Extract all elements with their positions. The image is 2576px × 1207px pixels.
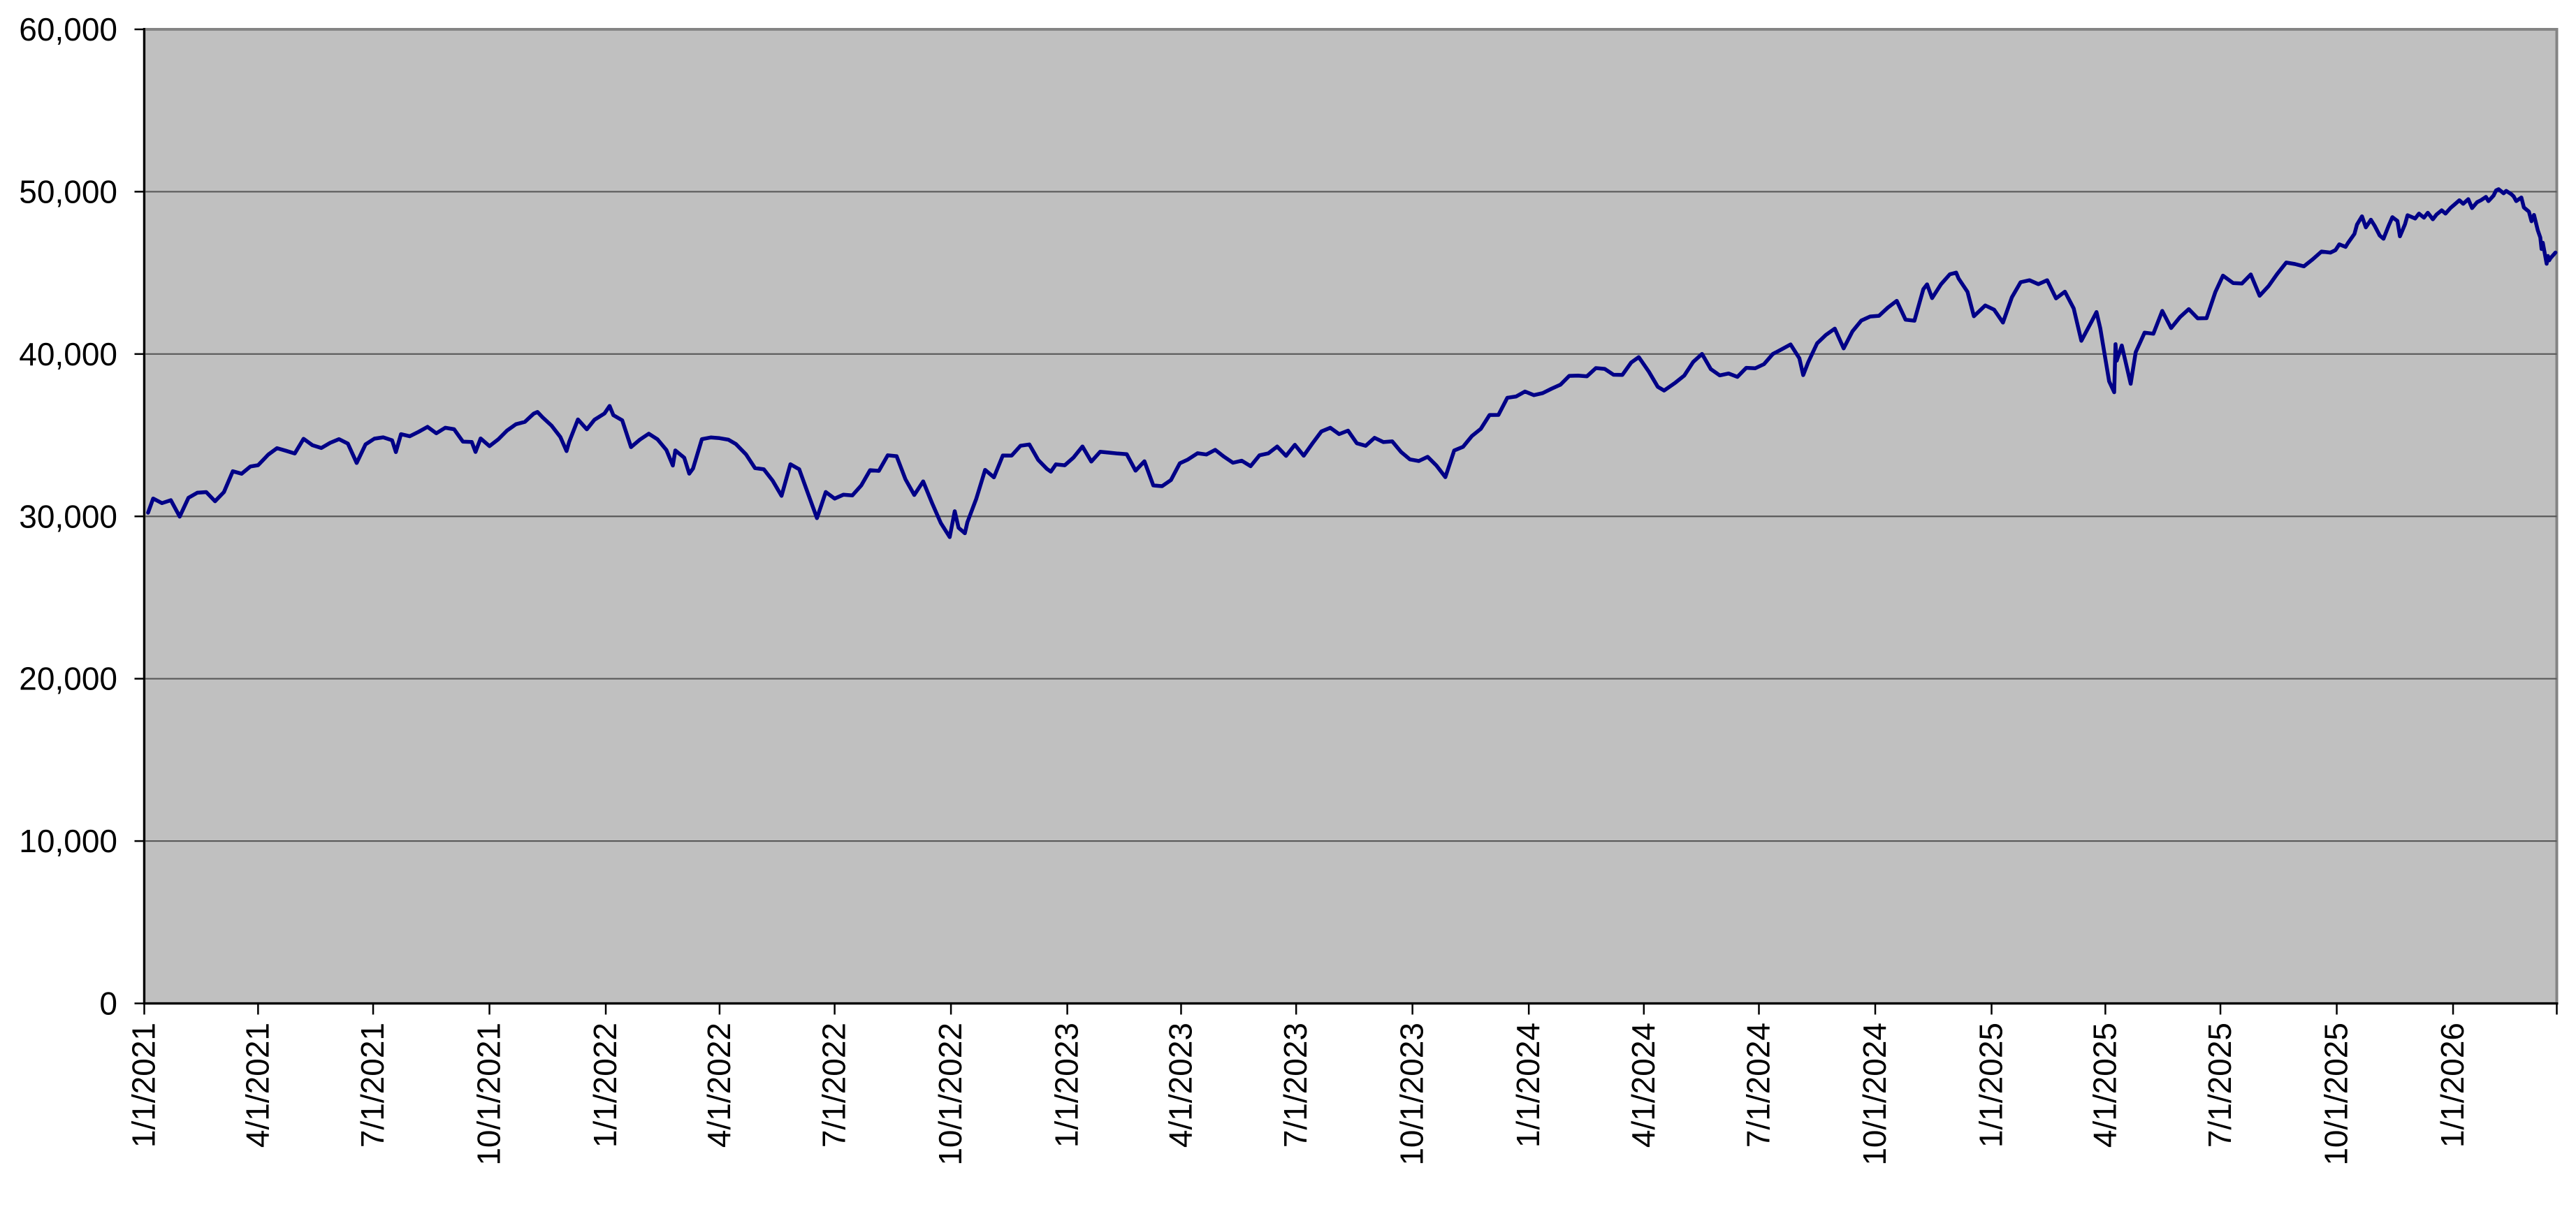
x-axis-tick-label: 4/1/2021 [239, 1023, 275, 1148]
price-line-series [146, 187, 2558, 539]
x-axis-tick-label: 1/1/2024 [1510, 1023, 1546, 1148]
x-axis-tick-label: 4/1/2023 [1162, 1023, 1198, 1148]
x-axis-tick-label: 10/1/2021 [471, 1023, 507, 1166]
y-axis-tick-label: 20,000 [19, 661, 117, 697]
x-axis-tick-label: 10/1/2023 [1394, 1023, 1430, 1166]
y-axis-labels: 0 10,000 20,000 30,000 40,000 50,000 60,000 [19, 11, 117, 1022]
x-axis-tick-label: 1/1/2025 [1973, 1023, 2009, 1148]
x-axis-tick-label: 7/1/2025 [2202, 1023, 2238, 1148]
x-axis-tick-label: 4/1/2024 [1625, 1023, 1661, 1148]
x-axis-tick-label: 10/1/2022 [932, 1023, 968, 1166]
x-axis-tick-label: 7/1/2024 [1740, 1023, 1777, 1148]
x-axis-tick-label: 7/1/2021 [354, 1023, 391, 1148]
y-axis-tick-label: 40,000 [19, 336, 117, 372]
y-gridlines [144, 191, 2557, 842]
x-axis-labels: 1/1/2021 4/1/2021 7/1/2021 10/1/2021 1/1/202… [126, 1023, 2471, 1166]
x-axis-tick-label: 1/1/2023 [1049, 1023, 1085, 1148]
y-axis-tick-label: 10,000 [19, 823, 117, 859]
x-axis-tick-label: 4/1/2025 [2086, 1023, 2123, 1148]
y-axis-ticks [134, 28, 145, 1004]
x-axis-tick-label: 1/1/2026 [2434, 1023, 2471, 1148]
x-axis-tick-label: 7/1/2023 [1277, 1023, 1314, 1148]
x-axis-tick-label: 10/1/2024 [1856, 1023, 1893, 1166]
x-axis-tick-label: 1/1/2022 [587, 1023, 623, 1148]
y-axis-tick-label: 60,000 [19, 11, 117, 47]
y-axis-tick-label: 0 [99, 986, 117, 1022]
x-axis-ticks [143, 1003, 2558, 1015]
x-axis-tick-label: 4/1/2022 [701, 1023, 737, 1148]
x-axis-tick-label: 7/1/2022 [816, 1023, 852, 1148]
y-axis-tick-label: 30,000 [19, 498, 117, 534]
x-axis-tick-label: 10/1/2025 [2318, 1023, 2355, 1166]
y-axis-tick-label: 50,000 [19, 173, 117, 210]
x-axis-tick-label: 1/1/2021 [126, 1023, 162, 1148]
